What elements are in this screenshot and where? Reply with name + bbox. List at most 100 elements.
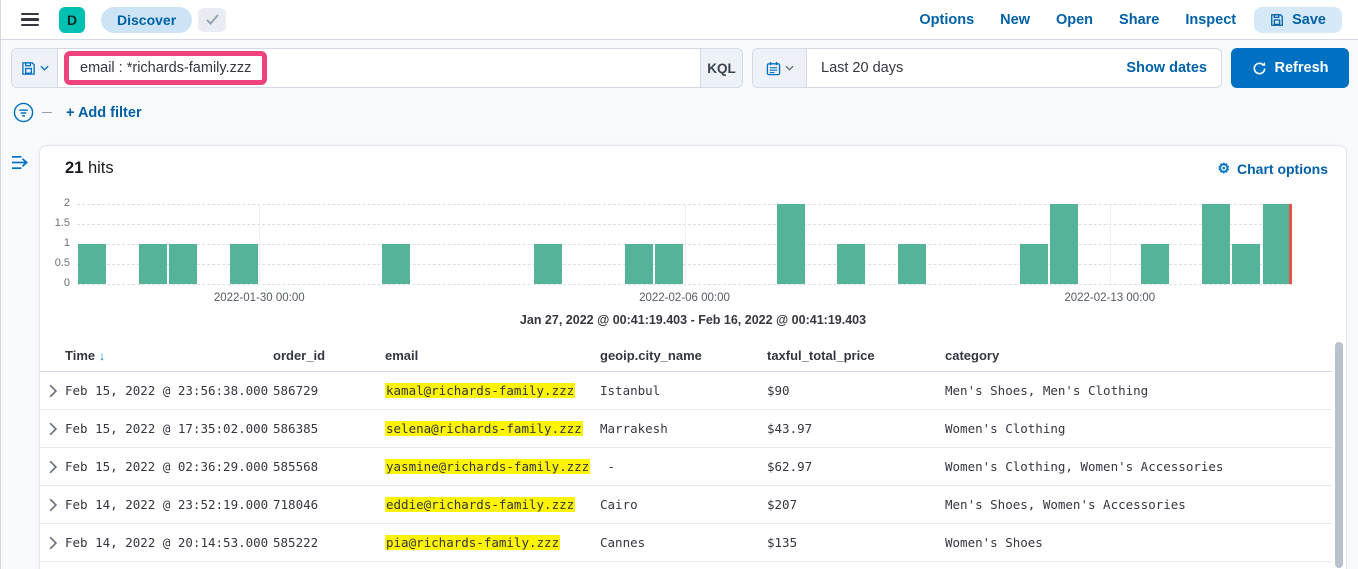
column-header-email[interactable]: email: [385, 347, 419, 363]
cell-category: Men's Shoes, Men's Clothing: [945, 383, 1149, 398]
space-avatar[interactable]: D: [59, 6, 85, 33]
histogram-bar[interactable]: [169, 244, 197, 284]
refresh-button-label: Refresh: [1274, 60, 1329, 76]
add-filter-button[interactable]: + Add filter: [66, 104, 142, 121]
hits-label: hits: [83, 159, 114, 177]
cell-email: selena@richards-family.zzz: [385, 421, 600, 436]
histogram-bar[interactable]: [78, 244, 106, 284]
histogram-bar[interactable]: [776, 204, 805, 284]
expand-row-button[interactable]: [40, 384, 65, 398]
cell-category: Women's Shoes: [945, 535, 1043, 550]
table-row: Feb 14, 2022 @ 23:52:19.000 718046 eddie@r…: [40, 486, 1332, 524]
check-icon: [205, 14, 219, 25]
refresh-icon: [1253, 61, 1265, 74]
breadcrumb-check-button[interactable]: [198, 7, 227, 32]
cell-category: Women's Clothing: [945, 421, 1066, 436]
histogram-bar[interactable]: [1141, 244, 1169, 284]
histogram-bar[interactable]: [898, 244, 926, 284]
cell-price: $135: [767, 535, 798, 550]
histogram-bar[interactable]: [533, 244, 562, 284]
time-range-subtitle: Jan 27, 2022 @ 00:41:19.403 - Feb 16, 20…: [519, 313, 867, 327]
cell-city: Marrakesh: [600, 421, 668, 436]
cell-email: yasmine@richards-family.zzz: [385, 459, 600, 474]
save-icon: [1271, 13, 1284, 26]
expand-row-icon: [49, 498, 57, 511]
search-highlight: kamal@richards-family.zzz: [385, 383, 576, 398]
breadcrumb-discover[interactable]: Discover: [101, 6, 193, 33]
nav-share[interactable]: Share: [1119, 11, 1160, 28]
search-highlight: eddie@richards-family.zzz: [385, 497, 576, 512]
expand-row-button[interactable]: [40, 460, 65, 474]
expand-row-button[interactable]: [40, 498, 65, 512]
query-input[interactable]: email : *richards-family.zzz: [58, 49, 700, 87]
save-button[interactable]: Save: [1254, 6, 1342, 33]
cell-order-id: 585568: [273, 459, 319, 474]
expand-row-icon: [49, 460, 57, 473]
column-header-category[interactable]: category: [945, 347, 1000, 363]
cell-email: pia@richards-family.zzz: [385, 535, 600, 550]
table-rows: Feb 15, 2022 @ 23:56:38.000 586729 kamal@r…: [40, 372, 1332, 562]
cell-price: $43.97: [767, 421, 813, 436]
query-string-annotated[interactable]: email : *richards-family.zzz: [64, 51, 268, 85]
x-gridline: [684, 204, 686, 284]
vertical-scrollbar[interactable]: [1335, 342, 1343, 568]
table-header: Time ↓ order_id email geoip.city_name tax…: [40, 339, 1332, 372]
date-range-value[interactable]: Last 20 days: [821, 60, 904, 76]
expand-row-button[interactable]: [40, 422, 65, 436]
hamburger-menu-icon[interactable]: [21, 12, 39, 27]
show-dates-button[interactable]: Show dates: [1126, 60, 1207, 76]
nav-inspect[interactable]: Inspect: [1185, 11, 1237, 28]
y-axis-tick-label: 0: [63, 277, 70, 289]
filter-icon[interactable]: [13, 102, 34, 123]
saved-query-menu-button[interactable]: [12, 49, 58, 87]
cell-price: $90: [767, 383, 790, 398]
cell-time: Feb 15, 2022 @ 23:56:38.000: [65, 383, 269, 398]
expand-row-button[interactable]: [40, 536, 65, 550]
chevron-down-icon: [784, 65, 794, 71]
cell-city: Cannes: [600, 535, 646, 550]
cell-category: Women's Clothing, Women's Accessories: [945, 459, 1224, 474]
histogram-bar[interactable]: [229, 244, 258, 284]
histogram-bar[interactable]: [1232, 244, 1261, 284]
histogram-bar[interactable]: [655, 244, 683, 284]
expand-row-icon: [49, 384, 57, 397]
nav-open[interactable]: Open: [1055, 11, 1094, 28]
top-nav-menu: Options New Open Share Inspect: [919, 12, 1236, 28]
histogram-bar[interactable]: [1019, 244, 1048, 284]
query-language-button[interactable]: KQL: [700, 49, 742, 87]
histogram-bar[interactable]: [381, 244, 410, 284]
histogram-bar[interactable]: [1262, 204, 1291, 284]
nav-new[interactable]: New: [1000, 11, 1030, 28]
date-quick-menu-button[interactable]: [753, 49, 807, 87]
histogram-bar[interactable]: [1050, 204, 1078, 284]
column-header-city[interactable]: geoip.city_name: [600, 347, 702, 363]
histogram-bar[interactable]: [1201, 204, 1230, 284]
hits-number: 21: [65, 159, 84, 177]
column-header-order-id[interactable]: order_id: [273, 347, 326, 363]
search-highlight: pia@richards-family.zzz: [385, 535, 561, 550]
histogram-bar[interactable]: [837, 244, 866, 284]
cell-time: Feb 15, 2022 @ 02:36:29.000: [65, 459, 269, 474]
column-header-price[interactable]: taxful_total_price: [767, 347, 875, 363]
table-row: Feb 15, 2022 @ 17:35:02.000 586385 selena@…: [40, 410, 1332, 448]
sidebar-expand-button[interactable]: [11, 154, 30, 171]
top-header-bar: D Discover Options New Open Share Inspec…: [1, 0, 1358, 40]
chart-options-button[interactable]: ⚙ Chart options: [1217, 160, 1328, 177]
y-gridline: [77, 284, 1292, 285]
sort-desc-icon: ↓: [99, 348, 106, 363]
refresh-button[interactable]: Refresh: [1231, 48, 1349, 88]
histogram-bar[interactable]: [624, 244, 653, 284]
x-axis-tick-label: 2022-02-13 00:00: [1064, 292, 1156, 304]
save-query-icon: [21, 61, 35, 75]
histogram-bar[interactable]: [138, 244, 167, 284]
histogram-plot: [77, 204, 1292, 285]
nav-options[interactable]: Options: [919, 11, 975, 28]
current-time-marker: [1289, 204, 1292, 284]
y-axis-tick-label: 1.5: [54, 217, 70, 229]
column-header-time[interactable]: Time ↓: [65, 347, 106, 363]
search-highlight: yasmine@richards-family.zzz: [385, 459, 591, 474]
cell-city: Cairo: [600, 497, 638, 512]
save-button-label: Save: [1292, 11, 1326, 28]
search-highlight: selena@richards-family.zzz: [385, 421, 583, 436]
